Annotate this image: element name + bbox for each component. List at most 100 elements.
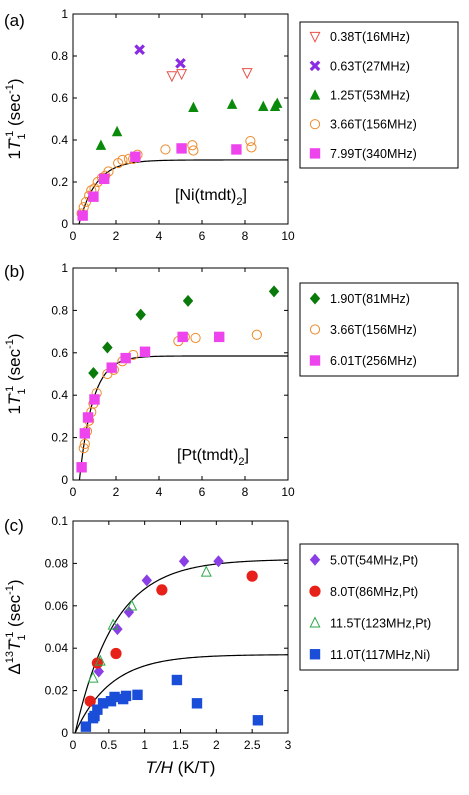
y-tick-label: 0.4 <box>51 133 68 147</box>
data-point <box>93 665 104 678</box>
data-point <box>132 689 143 701</box>
legend-entry: 11.0T(117MHz,Ni) <box>330 648 430 662</box>
y-axis-label: 1T1-1 (sec-1) <box>4 333 28 414</box>
data-point <box>200 565 212 577</box>
chart-panel-c: 0 0.5 1 1.5 2 2.5 300.020.040.060.080.1(c)Δ13T… <box>4 514 459 777</box>
data-point <box>84 695 96 707</box>
data-point <box>80 196 92 208</box>
data-point <box>120 352 131 364</box>
y-label-prefix: Δ <box>5 663 24 674</box>
y-label-var: T <box>5 393 24 405</box>
y-label-sup: -1 <box>4 131 16 141</box>
x-tick-label: 1.5 <box>172 738 189 752</box>
series-0 <box>88 285 280 379</box>
data-point <box>231 144 242 155</box>
legend-entry: 1.25T(53MHz) <box>330 89 410 103</box>
x-tick-label: 8 <box>242 485 249 499</box>
legend-marker <box>309 119 321 130</box>
data-point <box>123 606 135 619</box>
data-point <box>109 691 120 703</box>
y-label-var: T <box>5 138 24 150</box>
series-1 <box>134 44 186 69</box>
y-tick-label: 0 <box>61 217 68 231</box>
series-2 <box>95 97 283 150</box>
data-point <box>82 412 94 423</box>
y-label-unit-close: ) <box>5 78 24 84</box>
data-point <box>214 331 225 343</box>
x-tick-label: 3 <box>285 738 292 752</box>
x-tick-label: 10 <box>281 485 295 499</box>
y-axis-label: Δ13T1-1 (sec-1) <box>4 579 28 674</box>
fit-curve <box>74 559 289 734</box>
y-tick-label: 0.6 <box>51 91 68 105</box>
annotation-sub: 2 <box>236 196 242 208</box>
x-tick-label: 8 <box>242 229 249 243</box>
data-point <box>91 657 103 669</box>
data-point <box>156 584 168 596</box>
legend-entry: 0.63T(27MHz) <box>330 59 410 73</box>
y-label-prefix: 1 <box>5 150 24 159</box>
legend: 0.38T(16MHz) 0.63T(27MHz) 1.25T(53MHz) 3.66… <box>299 21 459 169</box>
y-tick-label: 0.8 <box>51 303 68 317</box>
data-point <box>176 69 188 81</box>
y-tick-label: 0.04 <box>45 641 69 655</box>
y-tick-label: 0.06 <box>45 599 69 613</box>
fit-curve <box>78 159 288 225</box>
x-tick-label: 2 <box>213 738 220 752</box>
x-tick-label: 10 <box>281 229 295 243</box>
y-tick-label: 0.2 <box>51 431 68 445</box>
data-point <box>252 715 264 726</box>
y-tick-label: 0 <box>61 473 68 487</box>
x-tick-label: 0 <box>70 738 77 752</box>
data-point <box>241 68 253 80</box>
y-tick-label: 0 <box>61 726 68 740</box>
legend-entry: 3.66T(156MHz) <box>330 323 417 337</box>
x-tick-label: 1 <box>141 738 148 752</box>
data-point <box>245 135 256 147</box>
legend-marker <box>309 31 321 43</box>
y-tick-label: 0.2 <box>51 175 68 189</box>
data-point <box>80 721 92 732</box>
marker-stroke <box>134 44 145 56</box>
series-1 <box>84 570 258 707</box>
y-label-unit-sup: -1 <box>4 585 16 595</box>
y-label-isotope: 13 <box>4 651 16 663</box>
compound-annotation: [Ni(tmdt)2] <box>175 187 247 208</box>
annotation-text: [Ni(tmdt) <box>175 187 236 204</box>
data-point <box>190 332 201 344</box>
data-point <box>120 690 132 702</box>
data-point <box>188 145 199 156</box>
data-point <box>191 698 203 709</box>
y-label-unit-sup: -1 <box>4 339 16 349</box>
data-point <box>98 173 110 185</box>
y-label-sup: -1 <box>4 386 16 396</box>
data-point <box>135 308 146 321</box>
annotation-text: [Pt(tmdt) <box>177 447 238 464</box>
data-point <box>88 366 99 379</box>
series-2 <box>76 331 225 473</box>
annotation-close: ] <box>242 187 246 204</box>
legend-marker <box>309 292 321 305</box>
data-point <box>268 285 280 298</box>
y-label-unit: (sec <box>5 594 24 631</box>
legend-marker <box>309 148 321 159</box>
y-label-unit-close: ) <box>5 333 24 339</box>
data-point <box>171 674 183 686</box>
series-3 <box>76 135 257 219</box>
data-point <box>166 71 178 83</box>
data-point <box>182 294 194 307</box>
y-label-unit: (sec <box>5 93 24 130</box>
data-point <box>177 331 188 343</box>
legend-frame <box>299 282 459 377</box>
x-tick-label: 6 <box>199 229 206 243</box>
data-point <box>272 97 283 108</box>
data-point <box>92 704 103 715</box>
y-label-sub: 1 <box>16 134 28 140</box>
y-label-sub: 1 <box>16 634 28 640</box>
data-point <box>106 362 117 373</box>
legend-entry: 1.90T(81MHz) <box>330 292 410 306</box>
data-point <box>89 394 100 405</box>
x-tick-label: 2.5 <box>244 738 261 752</box>
marker-stroke <box>309 60 321 72</box>
